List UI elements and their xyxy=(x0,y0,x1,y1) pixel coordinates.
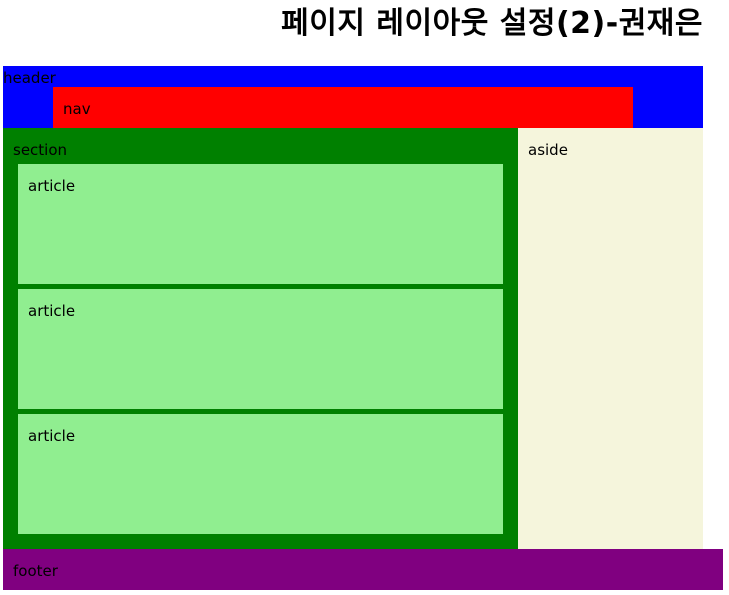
page-title: 페이지 레이아웃 설정(2)-권재은 xyxy=(281,6,703,41)
nav-label: nav xyxy=(63,100,91,118)
article-label: article xyxy=(28,177,76,195)
header: header nav xyxy=(3,66,703,128)
aside: aside xyxy=(518,128,703,549)
section: section article article article xyxy=(3,128,518,549)
article-3: article xyxy=(18,414,503,534)
article-1: article xyxy=(18,164,503,284)
aside-label: aside xyxy=(528,141,568,159)
section-label: section xyxy=(13,141,68,159)
article-2: article xyxy=(18,289,503,409)
header-label: header xyxy=(3,69,56,87)
footer: footer xyxy=(3,549,723,590)
nav: nav xyxy=(53,87,633,128)
article-label: article xyxy=(28,302,76,320)
footer-label: footer xyxy=(13,562,58,580)
article-label: article xyxy=(28,427,76,445)
